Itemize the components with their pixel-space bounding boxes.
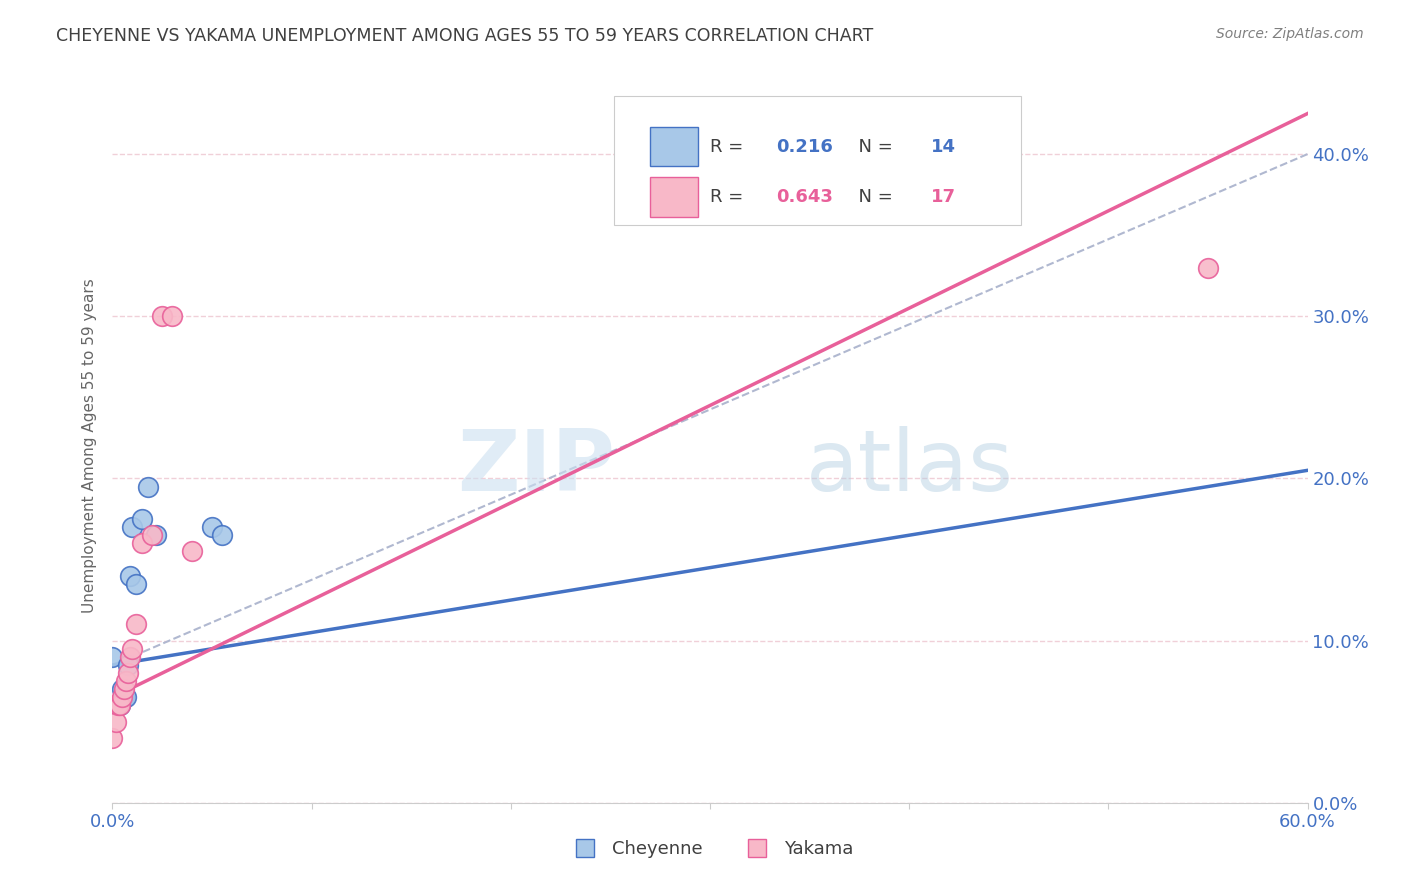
Text: N =: N = bbox=[848, 138, 898, 156]
FancyBboxPatch shape bbox=[614, 96, 1021, 225]
Point bbox=[115, 690, 138, 705]
Text: Source: ZipAtlas.com: Source: ZipAtlas.com bbox=[1216, 27, 1364, 41]
Point bbox=[111, 690, 134, 705]
Text: 14: 14 bbox=[931, 138, 956, 156]
Text: 0.216: 0.216 bbox=[776, 138, 832, 156]
Point bbox=[131, 536, 153, 550]
Point bbox=[110, 698, 132, 713]
FancyBboxPatch shape bbox=[650, 128, 697, 167]
Point bbox=[115, 674, 138, 689]
Point bbox=[111, 682, 134, 697]
Point bbox=[114, 682, 135, 697]
FancyBboxPatch shape bbox=[650, 178, 697, 217]
Point bbox=[181, 544, 204, 558]
Point bbox=[150, 310, 173, 324]
Point bbox=[162, 310, 183, 324]
Text: ZIP: ZIP bbox=[457, 425, 614, 509]
Point bbox=[145, 528, 167, 542]
Point bbox=[138, 479, 160, 493]
Point bbox=[141, 528, 163, 542]
Point bbox=[131, 512, 153, 526]
Point bbox=[105, 714, 128, 729]
Text: atlas: atlas bbox=[806, 425, 1014, 509]
Text: R =: R = bbox=[710, 138, 749, 156]
Point bbox=[125, 617, 148, 632]
Point bbox=[120, 649, 142, 664]
Y-axis label: Unemployment Among Ages 55 to 59 years: Unemployment Among Ages 55 to 59 years bbox=[82, 278, 97, 614]
Point bbox=[121, 641, 143, 656]
Text: CHEYENNE VS YAKAMA UNEMPLOYMENT AMONG AGES 55 TO 59 YEARS CORRELATION CHART: CHEYENNE VS YAKAMA UNEMPLOYMENT AMONG AG… bbox=[56, 27, 873, 45]
Point bbox=[121, 520, 143, 534]
Point bbox=[125, 577, 148, 591]
Point bbox=[211, 528, 233, 542]
Point bbox=[101, 649, 124, 664]
Point bbox=[101, 731, 124, 745]
Point bbox=[107, 698, 129, 713]
Text: 0.643: 0.643 bbox=[776, 188, 832, 206]
Text: R =: R = bbox=[710, 188, 749, 206]
Point bbox=[120, 568, 142, 582]
Point bbox=[201, 520, 224, 534]
Point bbox=[117, 666, 139, 681]
Point bbox=[1197, 260, 1219, 275]
Text: N =: N = bbox=[848, 188, 898, 206]
Point bbox=[117, 657, 139, 672]
Point bbox=[110, 698, 132, 713]
Text: 17: 17 bbox=[931, 188, 956, 206]
Legend: Cheyenne, Yakama: Cheyenne, Yakama bbox=[560, 833, 860, 865]
Point bbox=[114, 690, 135, 705]
